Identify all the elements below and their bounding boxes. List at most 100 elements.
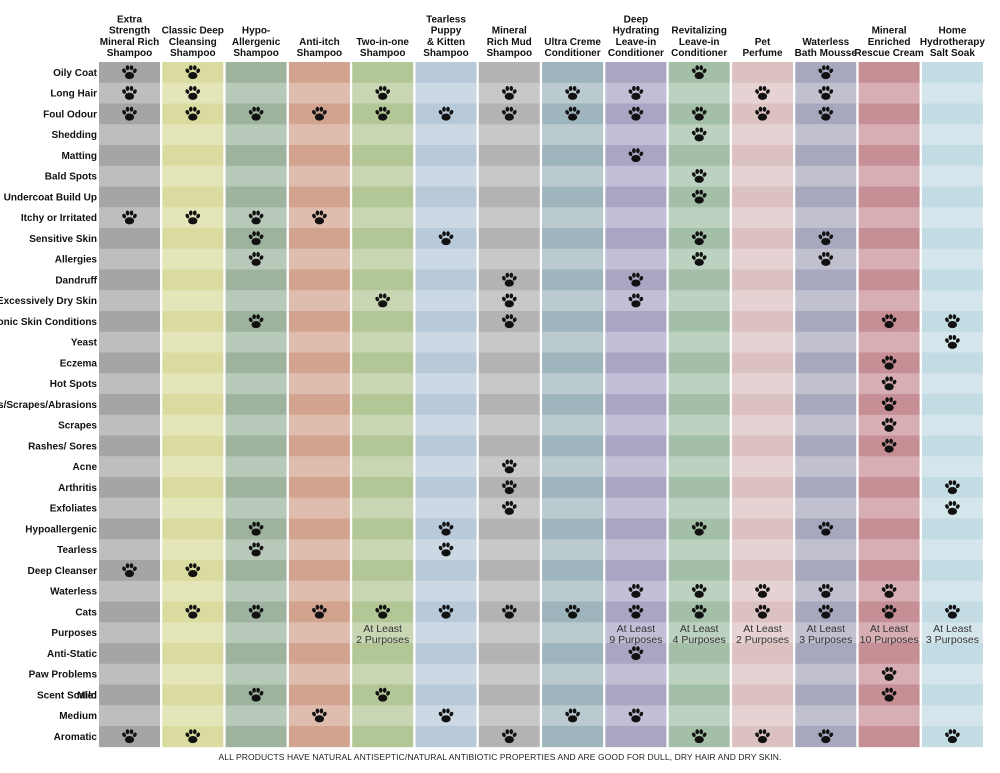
cell [478,207,540,229]
cell [288,456,350,478]
cell [225,580,287,602]
cell [225,705,287,727]
cell [478,145,540,167]
cell [288,643,350,665]
cell [795,165,857,187]
cell [478,643,540,665]
cell [732,373,793,395]
column-header: Mineral Rich Mud Shampoo [487,26,533,59]
purposes-text: At Least 3 Purposes [926,623,979,646]
cell [478,435,540,457]
cell [858,103,920,125]
cell [225,560,287,582]
cell [732,497,793,519]
cell [288,394,350,416]
cell [605,518,667,540]
cell [288,124,350,146]
cell [795,352,857,374]
column-header: Two-in-one Shampoo [356,37,409,59]
cell [225,331,287,353]
column-header: Waterless Bath Mousse [795,37,858,59]
cell [542,643,604,665]
cell [288,269,350,291]
cell [478,394,540,416]
cell [352,726,414,748]
row-label: Chronic Skin Conditions [0,317,97,328]
cell [732,560,793,582]
cell [795,622,857,644]
cell [415,331,477,353]
cell [542,477,604,499]
cell [162,145,224,167]
cell [732,290,793,312]
cell [921,290,983,312]
cell [99,311,160,333]
cell [795,269,857,291]
cell [542,207,604,229]
cell [732,518,793,540]
cell [99,684,160,706]
cell [288,663,350,685]
cell [921,165,983,187]
cell [921,228,983,250]
cell [795,394,857,416]
cell [225,145,287,167]
column-header: Tearless Puppy & Kitten Shampoo [423,14,469,59]
cell [668,145,730,167]
cell [921,124,983,146]
cell [415,124,477,146]
cell [795,435,857,457]
cell [352,539,414,561]
cell [225,477,287,499]
row-label: Oily Coat [53,68,98,79]
cell [921,435,983,457]
cell [415,560,477,582]
column-2 [225,62,287,748]
cell [352,394,414,416]
column-header: Mineral Enriched Rescue Cream [854,26,924,59]
cell [542,373,604,395]
cell [668,684,730,706]
cell [542,663,604,685]
cell [288,684,350,706]
cell [732,705,793,727]
cell [858,186,920,208]
cell [162,477,224,499]
cell [352,62,414,84]
cell [162,456,224,478]
cell [415,290,477,312]
cell [542,165,604,187]
cell [478,518,540,540]
cell [162,580,224,602]
cell [921,705,983,727]
cell [605,435,667,457]
cell [605,165,667,187]
cell [478,539,540,561]
cell [99,705,160,727]
cell [352,331,414,353]
purposes-text: At Least 10 Purposes [860,623,919,646]
cell [542,518,604,540]
cell [921,663,983,685]
cell [795,497,857,519]
cell [542,684,604,706]
cell [99,248,160,270]
cell [162,435,224,457]
cell [352,352,414,374]
cell [795,373,857,395]
cell [732,622,793,644]
cell [478,352,540,374]
cell [478,684,540,706]
purposes-text: At Least 9 Purposes [609,623,662,646]
cell [352,663,414,685]
cell [478,373,540,395]
column-header: Extra Strength Mineral Rich Shampoo [100,14,159,59]
cell [352,560,414,582]
cell [795,290,857,312]
cell [162,165,224,187]
cell [668,456,730,478]
cell [858,228,920,250]
cell [668,705,730,727]
cell [478,705,540,727]
column-5 [415,62,477,748]
